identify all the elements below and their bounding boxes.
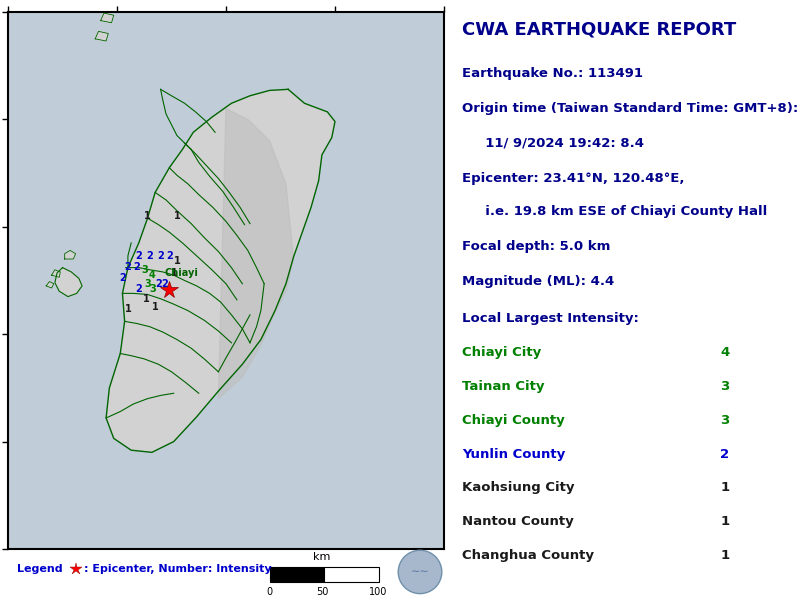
Text: Yunlin County: Yunlin County <box>462 448 566 461</box>
Text: 3: 3 <box>720 380 730 393</box>
Polygon shape <box>46 281 54 288</box>
Text: 2: 2 <box>166 251 173 261</box>
Text: Legend: Legend <box>17 565 62 574</box>
Polygon shape <box>65 250 75 259</box>
Text: km: km <box>314 551 330 562</box>
Text: Chiayi: Chiayi <box>165 268 199 278</box>
Text: 1: 1 <box>143 294 150 304</box>
Text: 1: 1 <box>174 211 180 221</box>
Text: 4: 4 <box>149 270 155 280</box>
Text: 4: 4 <box>720 346 730 359</box>
Text: Changhua County: Changhua County <box>462 549 594 562</box>
Text: 3: 3 <box>144 279 151 289</box>
Polygon shape <box>218 109 294 398</box>
Text: 1: 1 <box>171 268 178 278</box>
Text: 2: 2 <box>135 251 142 261</box>
Text: : Epicenter, Number: Intensity: : Epicenter, Number: Intensity <box>84 565 272 574</box>
Polygon shape <box>95 31 108 41</box>
Text: ∼∼: ∼∼ <box>410 567 430 577</box>
Text: CWA EARTHQUAKE REPORT: CWA EARTHQUAKE REPORT <box>462 20 737 38</box>
Text: 2: 2 <box>135 284 142 294</box>
Text: Epicenter: 23.41°N, 120.48°E,: Epicenter: 23.41°N, 120.48°E, <box>462 172 685 185</box>
Text: 1: 1 <box>720 515 730 528</box>
Text: Origin time (Taiwan Standard Time: GMT+8):: Origin time (Taiwan Standard Time: GMT+8… <box>462 102 798 115</box>
Text: 3: 3 <box>141 265 148 275</box>
Text: 1: 1 <box>720 549 730 562</box>
Text: 100: 100 <box>370 587 388 598</box>
Text: 1: 1 <box>152 302 158 313</box>
Text: 3: 3 <box>150 284 156 294</box>
Polygon shape <box>52 270 60 277</box>
Text: 2: 2 <box>158 251 164 261</box>
Text: 1: 1 <box>174 256 180 266</box>
Ellipse shape <box>398 550 442 593</box>
Text: 2: 2 <box>119 274 126 283</box>
Text: Chiayi City: Chiayi City <box>462 346 542 359</box>
Text: 2: 2 <box>134 262 140 272</box>
Polygon shape <box>106 89 335 452</box>
Polygon shape <box>101 13 114 23</box>
Text: Focal depth: 5.0 km: Focal depth: 5.0 km <box>462 240 610 253</box>
Text: Kaohsiung City: Kaohsiung City <box>462 481 575 494</box>
Text: 0: 0 <box>266 587 273 598</box>
Text: 50: 50 <box>316 587 328 598</box>
Text: 2: 2 <box>146 251 153 261</box>
Text: 2: 2 <box>125 262 131 272</box>
Text: 3: 3 <box>720 414 730 427</box>
Text: Tainan City: Tainan City <box>462 380 545 393</box>
Text: 2: 2 <box>155 279 162 289</box>
Text: 2: 2 <box>720 448 730 461</box>
Text: i.e. 19.8 km ESE of Chiayi County Hall: i.e. 19.8 km ESE of Chiayi County Hall <box>476 205 767 218</box>
Polygon shape <box>55 268 82 296</box>
Text: Nantou County: Nantou County <box>462 515 574 528</box>
Text: 2: 2 <box>162 279 168 289</box>
Text: 11/ 9/2024 19:42: 8.4: 11/ 9/2024 19:42: 8.4 <box>476 137 644 150</box>
Text: Magnitude (ML): 4.4: Magnitude (ML): 4.4 <box>462 275 614 288</box>
Text: Earthquake No.: 113491: Earthquake No.: 113491 <box>462 67 643 80</box>
Text: 1: 1 <box>144 211 151 221</box>
Text: 1: 1 <box>720 481 730 494</box>
Polygon shape <box>108 0 122 1</box>
Text: Local Largest Intensity:: Local Largest Intensity: <box>462 311 639 325</box>
Text: 1: 1 <box>125 304 131 314</box>
Text: Chiayi County: Chiayi County <box>462 414 565 427</box>
